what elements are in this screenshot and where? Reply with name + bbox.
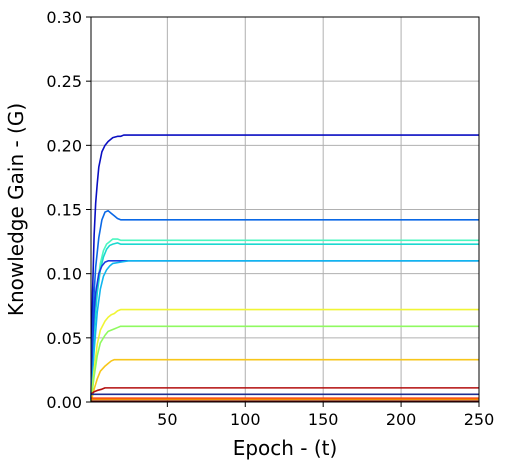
y-tick-label: 0.10 [46,265,82,284]
y-tick-label: 0.30 [46,8,82,27]
series-line-2 [90,209,479,403]
series-line-4 [90,242,479,403]
series-line-5 [90,260,479,403]
y-axis-label: Knowledge Gain - (G) [4,103,28,316]
series-line-1 [90,134,479,403]
series-line-9 [90,358,479,403]
series-lines [90,134,479,403]
series-line-8 [90,325,479,403]
x-tick-label: 250 [464,410,495,429]
x-tick-label: 150 [308,410,339,429]
grid [91,17,480,402]
y-tick-label: 0.20 [46,136,82,155]
y-tick-label: 0.05 [46,329,82,348]
x-tick-label: 50 [157,410,177,429]
series-line-10 [90,387,479,395]
series-line-6 [90,260,479,403]
y-tick-label: 0.15 [46,201,82,220]
y-tick-label: 0.00 [46,393,82,412]
x-axis-label: Epoch - (t) [233,436,338,460]
series-line-7 [90,308,479,403]
x-tick-label: 100 [230,410,261,429]
x-tick-label: 200 [386,410,417,429]
axis-ticks: 50 100 150 200 250 0.00 0.05 0.10 0.15 0.20 0.25 0.… [46,8,494,429]
series-line-3 [90,238,479,403]
y-tick-label: 0.25 [46,72,82,91]
